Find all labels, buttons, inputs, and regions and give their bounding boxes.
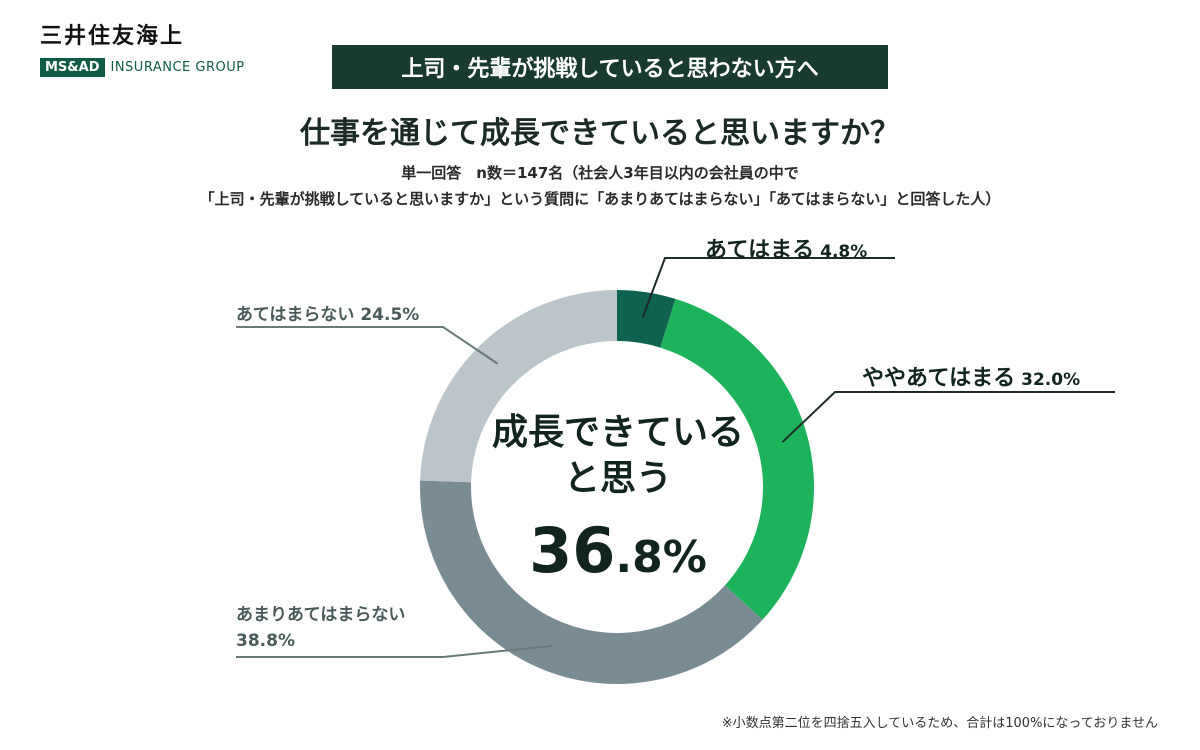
label-atehamaru: あてはまる 4.8%: [705, 232, 867, 264]
brand-group: INSURANCE GROUP: [110, 60, 245, 75]
footnote: ※小数点第二位を四捨五入しているため、合計は100%になっておりません: [721, 716, 1158, 731]
chart-question: 仕事を通じて成長できていると思いますか？: [300, 116, 900, 151]
label-atehamaranai-category: あてはまらない: [236, 305, 355, 325]
chart-subtitle-2: 「上司・先輩が挑戦していると思いますか」という質問に「あまりあてはまらない」「あ…: [199, 190, 1001, 208]
slice-atehamaranai: [420, 290, 617, 483]
leader-yaya-atehamaru: [781, 391, 1115, 443]
label-yaya-atehamaru: ややあてはまる 32.0%: [862, 360, 1080, 392]
center-value-dec: .8%: [615, 532, 707, 583]
center-value: 36.8%: [470, 514, 766, 587]
chart-subtitle-1: 単一回答 n数＝147名（社会人3年目以内の会社員の中で: [401, 164, 799, 182]
label-atehamaranai-value: 24.5%: [360, 305, 420, 325]
leader-atehamaru: [641, 257, 895, 318]
brand-name: 三井住友海上: [40, 24, 185, 49]
label-yaya-atehamaru-value: 32.0%: [1021, 370, 1081, 390]
center-summary: 成長できている と思う 36.8%: [470, 410, 766, 587]
label-amari-atehamaranai-category: あまりあてはまらない: [236, 605, 406, 625]
brand-logo: 三井住友海上 MS&AD INSURANCE GROUP: [40, 18, 245, 77]
slice-yaya-atehamaru: [660, 298, 814, 620]
brand-logo-box: MS&AD: [40, 58, 105, 77]
brand-group-line: MS&AD INSURANCE GROUP: [40, 58, 245, 77]
label-atehamaru-value: 4.8%: [820, 242, 868, 262]
center-value-int: 36: [529, 514, 616, 587]
label-amari-atehamaranai: あまりあてはまらない 38.8%: [236, 602, 405, 654]
leader-atehamaranai: [236, 326, 499, 365]
label-atehamaru-category: あてはまる: [705, 238, 815, 263]
slice-amari-atehamaranai: [420, 480, 763, 684]
label-amari-atehamaranai-value: 38.8%: [236, 631, 295, 651]
center-label-1: 成長できている: [491, 412, 744, 453]
leader-amari-atehamaranai: [236, 644, 553, 658]
slice-atehamaru: [617, 290, 676, 348]
center-label-2: と思う: [563, 458, 672, 499]
audience-banner: 上司・先輩が挑戦していると思わない方へ: [332, 45, 888, 89]
label-atehamaranai: あてはまらない 24.5%: [236, 300, 419, 325]
label-yaya-atehamaru-category: ややあてはまる: [862, 366, 1016, 391]
